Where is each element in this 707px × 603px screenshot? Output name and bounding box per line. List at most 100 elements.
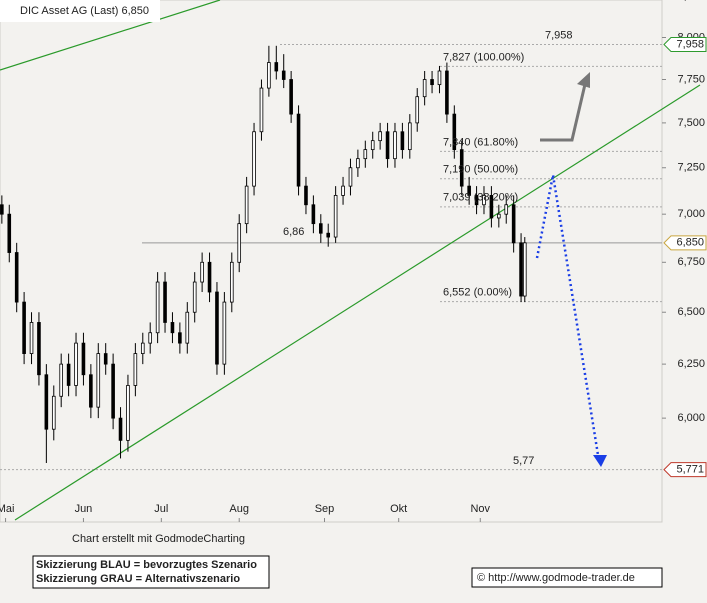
candle-body xyxy=(497,213,501,219)
candle-body xyxy=(178,332,182,344)
candle-body xyxy=(44,374,49,430)
candle-body xyxy=(37,322,41,376)
price-label-box xyxy=(663,235,707,251)
candle-body xyxy=(363,149,368,160)
price-label: 6,850 xyxy=(676,237,704,249)
legend-box xyxy=(32,555,270,589)
candle-body xyxy=(103,353,108,365)
candle-body xyxy=(437,70,442,86)
candle-body xyxy=(356,158,360,169)
candle-body xyxy=(311,204,316,225)
candle-body xyxy=(452,113,457,151)
annotation: 7,958 xyxy=(545,29,573,41)
legend-line: Skizzierung BLAU = bevorzugtes Szenario xyxy=(36,559,257,571)
annotation: 7,039 (38.20%) xyxy=(443,192,518,204)
candle-body xyxy=(341,185,345,196)
candle-body xyxy=(289,79,293,115)
candle-body xyxy=(66,363,71,386)
candle-body xyxy=(393,131,397,160)
alt-scenario-arrow xyxy=(540,79,588,142)
price-label: 7,958 xyxy=(676,38,704,50)
candle-body xyxy=(170,322,175,334)
candle-body xyxy=(133,353,138,386)
candle-body xyxy=(422,79,427,98)
candle-body xyxy=(222,301,227,365)
candle-body xyxy=(408,122,412,151)
candle-body xyxy=(155,281,160,334)
candle-body xyxy=(304,185,308,206)
candle-body xyxy=(459,149,464,187)
candle-body xyxy=(319,223,323,234)
candle-body xyxy=(14,252,19,303)
y-tick-label: 6,500 xyxy=(677,306,705,318)
candle-body xyxy=(252,131,256,187)
source-box xyxy=(471,567,663,588)
candle-body xyxy=(385,131,390,160)
y-tick-label: 6,750 xyxy=(677,256,705,268)
candle-body xyxy=(522,242,527,297)
candle-body xyxy=(333,195,338,238)
candle-body xyxy=(296,113,301,187)
candle-body xyxy=(519,242,523,297)
candle-body xyxy=(118,417,123,441)
x-tick-label: Jul xyxy=(154,503,168,515)
candle-body xyxy=(474,195,479,206)
candle-body xyxy=(415,96,420,124)
candle-body xyxy=(192,281,197,313)
candle-body xyxy=(22,301,26,354)
x-tick-label: Mai xyxy=(0,503,14,515)
candle-body xyxy=(400,131,405,151)
candle-body xyxy=(200,261,204,283)
plot-area xyxy=(0,0,663,523)
candle-body xyxy=(370,140,375,151)
y-tick-label: 7,500 xyxy=(677,117,705,129)
annotation: 7,190 (50.00%) xyxy=(443,164,518,176)
title-box xyxy=(0,0,160,22)
candle-body xyxy=(326,232,331,238)
y-tick-label: 6,250 xyxy=(677,358,705,370)
candle-body xyxy=(29,322,34,354)
candle-body xyxy=(281,70,286,80)
candle-body xyxy=(445,70,449,115)
candle-body xyxy=(96,353,101,408)
trend-line xyxy=(14,84,701,521)
candle-body xyxy=(126,385,130,441)
candle-body xyxy=(89,374,93,408)
chart-title: DIC Asset AG (Last) 6,850 xyxy=(20,5,149,17)
arrow-head xyxy=(577,72,590,88)
candle-body xyxy=(207,261,212,293)
y-tick-label: 7,000 xyxy=(677,208,705,220)
x-tick-label: Nov xyxy=(470,503,490,515)
annotation: 5,77 xyxy=(513,455,534,467)
candle-body xyxy=(59,363,63,397)
candle-body xyxy=(185,311,190,344)
y-tick-label: 8,250 xyxy=(677,0,705,3)
candle-body xyxy=(237,223,242,263)
y-tick-label: 6,000 xyxy=(677,412,705,424)
price-label-box xyxy=(663,36,707,52)
x-tick-label: Aug xyxy=(229,503,249,515)
candle-body xyxy=(482,195,486,206)
candle-body xyxy=(111,363,115,419)
legend-line: Skizzierung GRAU = Alternativszenario xyxy=(36,573,240,585)
arrow-head xyxy=(593,455,607,467)
source: © http://www.godmode-trader.de xyxy=(477,572,635,584)
x-tick-label: Jun xyxy=(75,503,93,515)
annotation: 7,340 (61.80%) xyxy=(443,136,518,148)
candle-body xyxy=(489,195,494,219)
candle-body xyxy=(7,213,12,253)
price-label: 5,771 xyxy=(676,464,704,476)
trend-line xyxy=(0,0,221,71)
candle-body xyxy=(229,261,234,303)
candle-body xyxy=(0,204,4,215)
candle-body xyxy=(348,167,353,187)
candle-body xyxy=(163,281,167,323)
candle-body xyxy=(140,342,145,354)
candle-body xyxy=(259,87,264,133)
y-tick-label: 7,750 xyxy=(677,73,705,85)
candle-body xyxy=(51,395,56,430)
y-tick-label: 7,250 xyxy=(677,162,705,174)
annotation: 6,86 xyxy=(283,226,304,238)
